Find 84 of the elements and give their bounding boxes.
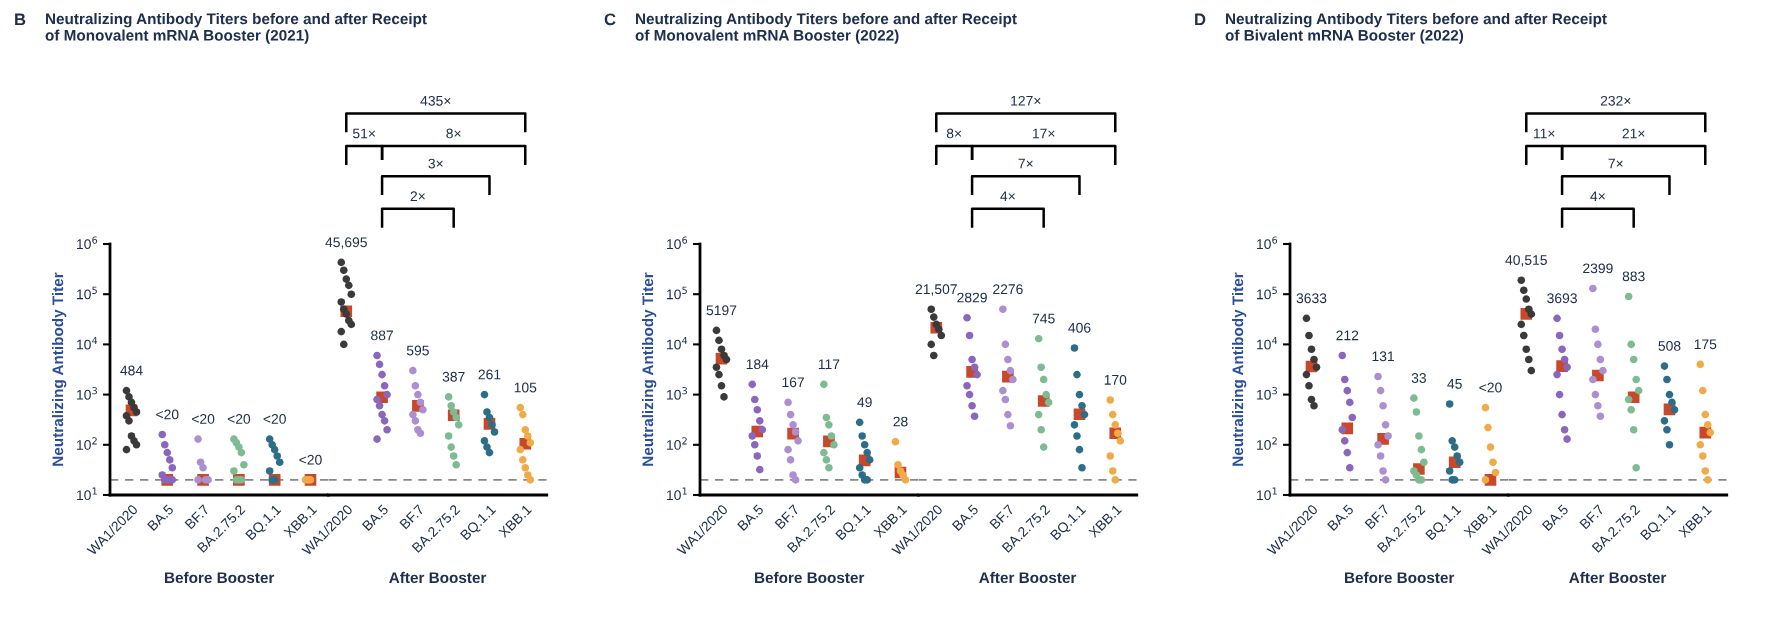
annotation: 45	[1447, 379, 1462, 389]
annotation: 5197	[706, 305, 737, 316]
y-tick-label: 10$^{6}$	[77, 236, 98, 250]
annotation: 28	[893, 416, 908, 427]
annotation: 883	[1622, 271, 1645, 282]
annotation: 2399	[1583, 263, 1613, 274]
annotation: 49	[857, 397, 872, 408]
annotation: 745	[1032, 313, 1055, 324]
y-tick-label: 10$^{3}$	[77, 386, 97, 400]
text: 3×	[428, 158, 443, 169]
annotation: 45,695	[325, 237, 367, 249]
x-axis-title: After Booster	[1569, 571, 1667, 584]
annotation: 484	[120, 365, 143, 376]
text: 435×	[420, 95, 451, 106]
annotation: 21,507	[915, 284, 957, 296]
y-tick-label: 10$^{1}$	[1257, 487, 1277, 501]
annotation: 3693	[1547, 293, 1577, 304]
annotation: 387	[442, 371, 465, 382]
annotation: <20	[1479, 382, 1502, 393]
y-tick-label: 10$^{4}$	[1257, 336, 1278, 350]
y-tick-label: 10$^{5}$	[667, 286, 687, 300]
y-tick-label: 10$^{4}$	[667, 336, 688, 350]
annotation: 40,515	[1505, 255, 1547, 267]
annotation: 212	[1336, 330, 1359, 341]
x-axis-title: Before Booster	[755, 571, 865, 584]
annotation: <20	[156, 409, 179, 420]
annotation: 117	[818, 359, 840, 369]
text: 127×	[1011, 95, 1041, 106]
x-axis-title: Before Booster	[1345, 571, 1455, 584]
annotation: 184	[746, 359, 769, 370]
text: 21×	[1622, 128, 1645, 139]
annotation: <20	[191, 414, 215, 424]
text: 7×	[1018, 158, 1033, 169]
annotation: 105	[514, 382, 537, 393]
y-tick-label: 10$^{4}$	[77, 336, 98, 350]
y-tick-label: 10$^{2}$	[667, 437, 687, 450]
annotation: 261	[478, 369, 501, 380]
annotation: 33	[1411, 373, 1426, 383]
y-tick-label: 10$^{5}$	[1257, 286, 1277, 300]
annotation: 887	[371, 330, 393, 341]
text: 4×	[1000, 191, 1015, 201]
y-tick-label: 10$^{3}$	[1257, 386, 1277, 400]
chart-title: Neutralizing Antibody Titers before and after Receipt of Monovalent mRNA Booster (2022)	[635, 13, 1017, 44]
annotation: 170	[1104, 374, 1127, 385]
text: D	[1195, 13, 1206, 26]
text: C	[604, 13, 616, 26]
chart-title: Neutralizing Antibody Titers before and after Receipt of Bivalent mRNA Booster (2022)	[1225, 13, 1607, 44]
x-axis-title: After Booster	[979, 571, 1077, 584]
x-axis-title: After Booster	[389, 571, 487, 584]
text: 4×	[1590, 191, 1605, 201]
annotation: 595	[406, 345, 429, 356]
text: 51×	[352, 128, 375, 139]
annotation: 2829	[957, 292, 987, 303]
y-tick-label: 10$^{5}$	[77, 286, 97, 300]
text: B	[15, 13, 26, 26]
text: 7×	[1608, 158, 1623, 169]
y-tick-label: 10$^{6}$	[667, 236, 688, 250]
annotation: <20	[299, 454, 322, 465]
annotation: 508	[1658, 341, 1681, 351]
annotation: <20	[227, 414, 251, 424]
y-axis-title: Neutralizing Antibody Titer	[1232, 272, 1247, 466]
y-axis-title: Neutralizing Antibody Titer	[52, 272, 67, 466]
text: 8×	[946, 128, 962, 139]
text: 17×	[1032, 128, 1055, 139]
y-tick-label: 10$^{1}$	[77, 487, 97, 501]
y-tick-label: 10$^{1}$	[667, 487, 687, 501]
text: 232×	[1600, 95, 1631, 106]
annotation: <20	[263, 414, 286, 424]
annotation: 3633	[1296, 293, 1327, 304]
annotation: 131	[1372, 351, 1394, 362]
annotation: 175	[1694, 339, 1717, 350]
annotation: 2276	[993, 284, 1023, 295]
y-tick-label: 10$^{6}$	[1257, 236, 1278, 250]
text: 11×	[1533, 128, 1555, 139]
y-axis-title: Neutralizing Antibody Titer	[642, 272, 657, 466]
text: 2×	[410, 191, 425, 201]
y-tick-label: 10$^{3}$	[667, 386, 687, 400]
text: 8×	[446, 128, 461, 139]
annotation: 406	[1068, 322, 1091, 333]
x-axis-title: Before Booster	[165, 571, 275, 584]
chart-title: Neutralizing Antibody Titers before and after Receipt of Monovalent mRNA Booster (2021)	[45, 13, 427, 44]
annotation: 167	[782, 377, 804, 388]
y-tick-label: 10$^{2}$	[77, 437, 97, 450]
y-tick-label: 10$^{2}$	[1257, 437, 1277, 450]
